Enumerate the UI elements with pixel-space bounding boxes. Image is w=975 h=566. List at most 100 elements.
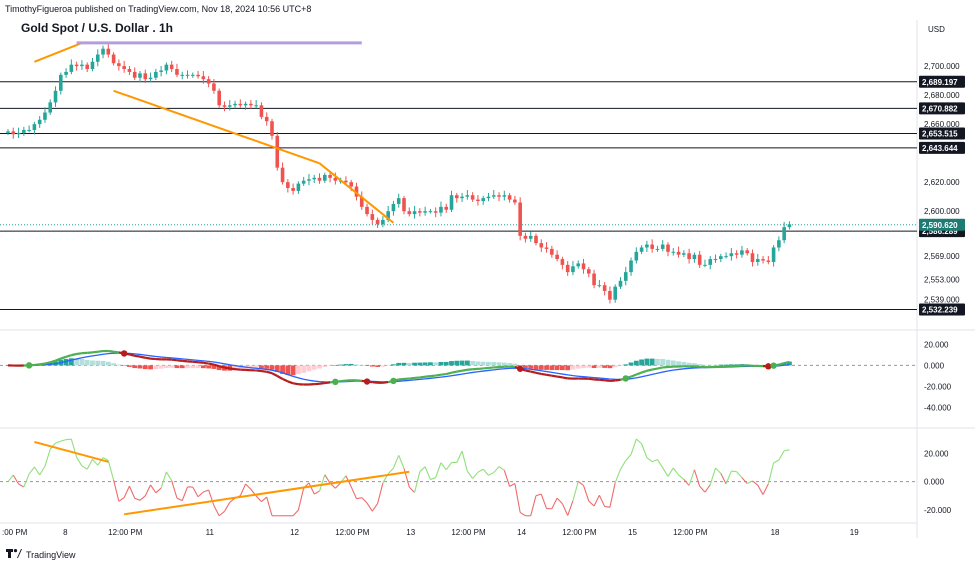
candle-body	[697, 254, 702, 265]
macd-histogram-bar	[121, 365, 127, 366]
price-tick-label: 2,600.000	[924, 207, 960, 216]
level-price-label: 2,586.289	[922, 227, 958, 236]
macd-cross-dot	[770, 362, 777, 369]
macd-histogram-bar	[623, 364, 629, 366]
macd-histogram-bar	[707, 364, 713, 366]
candle-body	[433, 211, 438, 213]
trendline[interactable]	[113, 89, 320, 165]
time-tick-label: 12:00 PM	[108, 528, 143, 537]
oscillator-line-segment	[767, 462, 775, 485]
candle-body	[713, 259, 718, 261]
oscillator-line-segment	[503, 470, 511, 487]
macd-histogram-bar	[84, 359, 90, 366]
macd-line-segment	[430, 374, 436, 378]
macd-histogram-bar	[538, 365, 544, 370]
candle-body	[581, 263, 586, 270]
candle-body	[201, 76, 206, 80]
candle-body	[48, 102, 53, 113]
candle-body	[148, 77, 153, 80]
oscillator-line-segment	[577, 481, 584, 486]
candle-body	[550, 248, 554, 255]
macd-line-segment	[530, 370, 537, 374]
candle-body	[391, 203, 396, 212]
macd-histogram-bar	[396, 362, 402, 366]
time-tick-label: 12:00 PM	[673, 528, 708, 537]
macd-histogram-bar	[686, 362, 692, 366]
macd-line-segment	[525, 369, 531, 373]
macd-histogram-bar	[142, 365, 148, 370]
tradingview-logo-icon	[6, 549, 22, 561]
macd-tick-label: 0.000	[924, 361, 945, 370]
macd-histogram-bar	[549, 365, 555, 371]
macd-line-segment	[451, 370, 458, 374]
symbol-title: Gold Spot / U.S. Dollar . 1h	[21, 21, 174, 35]
macd-histogram-bar	[132, 365, 138, 369]
level-price-tag	[919, 102, 965, 115]
candle-body	[286, 182, 290, 188]
candle-body	[655, 248, 660, 250]
oscillator-line-segment	[398, 455, 405, 469]
candle-body	[618, 280, 623, 287]
price-panel[interactable]	[0, 41, 917, 310]
oscillator-line-segment	[324, 474, 331, 484]
trendline[interactable]	[318, 162, 395, 224]
macd-histogram-bar	[95, 360, 101, 366]
time-tick-label: 18	[771, 528, 780, 537]
candle-body	[159, 70, 163, 72]
macd-histogram-bar	[332, 365, 338, 366]
trendline[interactable]	[34, 41, 83, 63]
macd-line-segment	[646, 368, 653, 372]
macd-histogram-bar	[644, 358, 650, 366]
macd-histogram-bar	[190, 365, 196, 369]
candle-body	[217, 90, 221, 106]
candle-body	[634, 251, 639, 261]
oscillator-line-segment	[70, 438, 78, 458]
candle-body	[143, 73, 148, 80]
oscillator-line-segment	[318, 474, 326, 492]
macd-line-segment	[203, 361, 209, 365]
macd-line-segment	[588, 377, 595, 381]
price-axis[interactable]: 2,700.000 2,680.000 2,660.000 2,620.000 2,60…	[919, 62, 965, 515]
candle-body	[185, 74, 190, 76]
oscillator-trendline[interactable]	[124, 470, 410, 516]
oscillator-line-segment	[646, 457, 653, 463]
candle-body	[782, 227, 786, 241]
candle-body	[132, 71, 137, 78]
macd-line-segment	[129, 353, 135, 357]
macd-histogram-bar	[633, 360, 639, 366]
oscillator-panel[interactable]	[0, 438, 917, 517]
candle-body	[249, 103, 253, 106]
macd-cross-dot	[363, 378, 371, 385]
macd-histogram-bar	[74, 358, 80, 366]
candle-body	[692, 254, 697, 260]
oscillator-line-segment	[60, 439, 67, 442]
macd-histogram-bar	[655, 358, 660, 366]
macd-histogram-bar	[253, 365, 259, 369]
candle-body	[317, 177, 322, 181]
oscillator-trendline[interactable]	[34, 440, 109, 463]
macd-histogram-bar	[449, 361, 454, 366]
candle-body	[106, 48, 111, 55]
macd-panel[interactable]	[0, 349, 917, 386]
macd-line-segment	[276, 375, 284, 380]
oscillator-line-segment	[784, 449, 790, 452]
macd-line-segment	[108, 349, 114, 353]
candle-body	[164, 64, 169, 71]
macd-histogram-bar	[259, 365, 264, 369]
oscillator-line-segment	[651, 459, 658, 463]
macd-histogram-bar	[501, 362, 507, 366]
oscillator-line-segment	[488, 472, 495, 476]
macd-histogram-bar	[480, 361, 486, 366]
candle-body	[449, 195, 454, 210]
time-axis[interactable]: :00 PM 8 12:00 PM 11 12 12:00 PM 13 12:00 PM 14 1…	[2, 528, 859, 537]
oscillator-line-segment	[530, 495, 537, 516]
oscillator-line-segment	[757, 484, 764, 495]
candle-body	[53, 90, 58, 103]
candle-body	[122, 66, 126, 70]
oscillator-line-segment	[123, 485, 130, 498]
macd-histogram-bar	[280, 365, 285, 374]
macd-cross-dot	[390, 377, 397, 385]
candle-body	[766, 260, 771, 262]
candle-body	[254, 105, 258, 107]
